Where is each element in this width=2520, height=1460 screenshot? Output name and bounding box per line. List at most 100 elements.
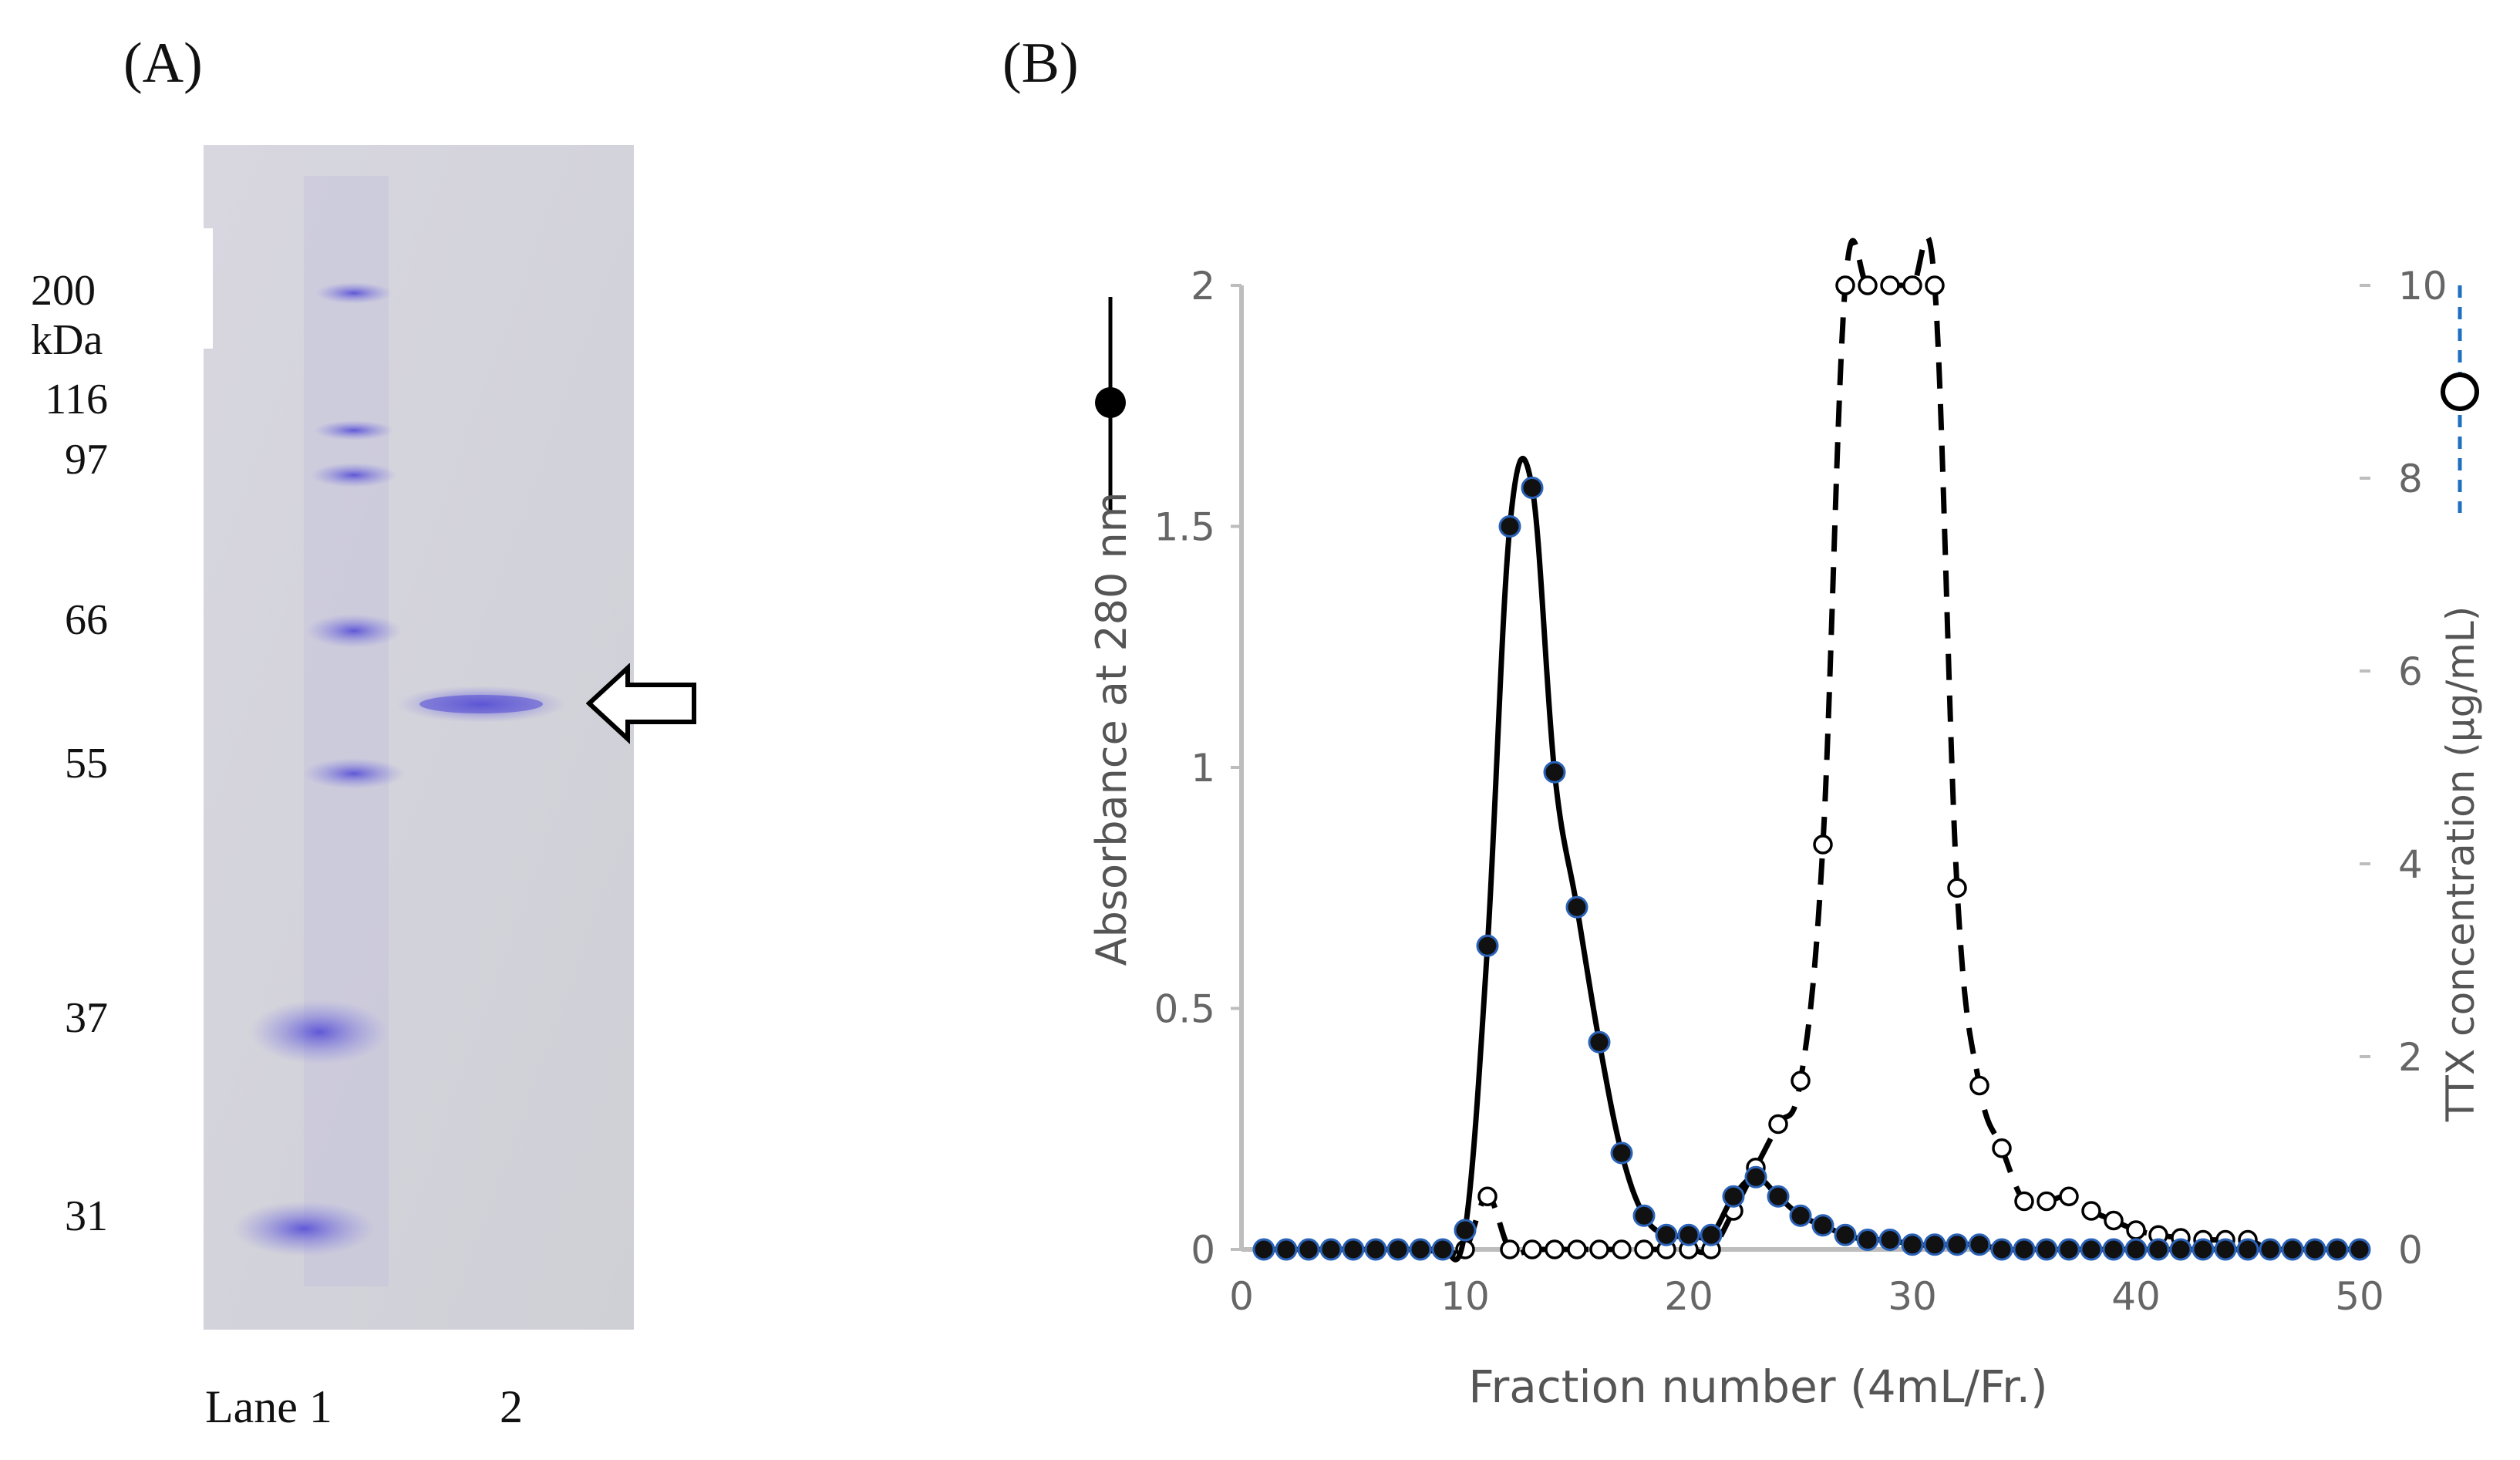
x-axis-label: Fraction number (4mL/Fr.) bbox=[1468, 1361, 2047, 1413]
absorbance-point bbox=[2259, 1238, 2282, 1261]
absorbance-point bbox=[2147, 1238, 2170, 1261]
x-tick-label: 30 bbox=[1888, 1274, 1937, 1319]
ttx-point bbox=[2104, 1210, 2124, 1231]
ttx-point bbox=[1500, 1239, 1520, 1259]
absorbance-point bbox=[1521, 477, 1544, 499]
absorbance-line bbox=[1263, 455, 2360, 1263]
ttx-point bbox=[1969, 1075, 1989, 1096]
ttx-point bbox=[1947, 878, 1967, 898]
x-tick-label: 40 bbox=[2111, 1274, 2161, 1319]
ttx-point bbox=[1634, 1239, 1654, 1259]
absorbance-point bbox=[1878, 1229, 1902, 1251]
ttx-point bbox=[1545, 1239, 1565, 1259]
absorbance-point bbox=[2102, 1238, 2125, 1261]
absorbance-point bbox=[1744, 1165, 1767, 1189]
sample-band bbox=[396, 686, 566, 723]
ttx-point bbox=[1612, 1239, 1632, 1259]
band-116 bbox=[314, 420, 394, 440]
absorbance-point bbox=[2124, 1238, 2148, 1261]
absorbance-point bbox=[1588, 1030, 1611, 1054]
absorbance-point bbox=[1811, 1214, 1834, 1237]
y2-tick-label: 0 bbox=[2398, 1228, 2423, 1273]
panel-a-label: (A) bbox=[123, 32, 203, 95]
band-31 bbox=[233, 1201, 375, 1256]
absorbance-point bbox=[1476, 934, 1499, 957]
ttx-point bbox=[1835, 275, 1855, 295]
absorbance-point bbox=[2169, 1238, 2192, 1261]
mw-label-31: 31 bbox=[65, 1192, 108, 1240]
absorbance-point bbox=[2214, 1238, 2237, 1261]
band-97 bbox=[311, 463, 397, 487]
absorbance-point bbox=[1364, 1238, 1387, 1261]
y-tick-label: 2 bbox=[1191, 264, 1215, 309]
absorbance-point bbox=[1252, 1238, 1275, 1261]
absorbance-point bbox=[1565, 895, 1588, 919]
absorbance-point bbox=[2013, 1238, 2036, 1261]
x-tick-label: 20 bbox=[1664, 1274, 1713, 1319]
absorbance-point bbox=[1319, 1238, 1343, 1261]
ttx-point bbox=[1858, 275, 1878, 295]
absorbance-point bbox=[1789, 1204, 1812, 1227]
absorbance-point bbox=[2192, 1238, 2215, 1261]
absorbance-point bbox=[1655, 1223, 1678, 1246]
legend-absorbance-marker bbox=[1095, 387, 1126, 418]
absorbance-point bbox=[1297, 1238, 1320, 1261]
mw-label-55: 55 bbox=[65, 740, 108, 787]
y2-axis-label: TTX concentration (μg/mL) bbox=[2438, 606, 2483, 1123]
ttx-point bbox=[1477, 1186, 1498, 1206]
band-55 bbox=[303, 758, 405, 789]
ttx-point bbox=[1902, 275, 1922, 295]
panel-b-label: (B) bbox=[1002, 32, 1079, 95]
absorbance-point bbox=[1498, 515, 1521, 538]
band-200 bbox=[315, 282, 392, 304]
absorbance-point bbox=[2326, 1238, 2349, 1261]
absorbance-point bbox=[1700, 1223, 1723, 1246]
absorbance-point bbox=[1946, 1233, 1969, 1256]
absorbance-point bbox=[1968, 1233, 1991, 1256]
y-tick-label: 0.5 bbox=[1154, 987, 1215, 1032]
absorbance-point bbox=[1990, 1238, 2013, 1261]
absorbance-point bbox=[2080, 1238, 2103, 1261]
lane-label-2: 2 bbox=[500, 1381, 523, 1432]
ttx-point bbox=[1768, 1114, 1788, 1135]
legend-ttx-marker bbox=[2441, 373, 2479, 411]
chart-container: 0 10 20 30 40 50 0 0.5 1 1.5 2 0 2 4 6 8 10 Fraction num… bbox=[1018, 193, 2520, 1456]
absorbance-point bbox=[1543, 760, 1566, 784]
absorbance-point bbox=[1856, 1229, 1879, 1251]
absorbance-point bbox=[1342, 1238, 1365, 1261]
y-tick-label: 1.5 bbox=[1154, 505, 1215, 550]
ttx-point bbox=[1992, 1138, 2012, 1158]
gel-svg bbox=[204, 145, 634, 1330]
absorbance-point bbox=[1386, 1238, 1410, 1261]
ttx-point bbox=[1813, 835, 1833, 855]
absorbance-point bbox=[2236, 1238, 2259, 1261]
ttx-point bbox=[1925, 275, 1945, 295]
y2-tick-label: 2 bbox=[2398, 1035, 2423, 1080]
ttx-point bbox=[1880, 275, 1900, 295]
mw-label-200: 200 kDa bbox=[31, 267, 103, 364]
absorbance-point bbox=[1275, 1238, 1298, 1261]
absorbance-point bbox=[1409, 1238, 1432, 1261]
absorbance-point bbox=[2057, 1238, 2080, 1261]
x-tick-label: 0 bbox=[1229, 1274, 1254, 1319]
absorbance-point bbox=[2281, 1238, 2304, 1261]
absorbance-point bbox=[2303, 1238, 2326, 1261]
ttx-point bbox=[2014, 1191, 2034, 1212]
absorbance-point bbox=[2035, 1238, 2058, 1261]
mw-label-37: 37 bbox=[65, 994, 108, 1042]
absorbance-point bbox=[1610, 1141, 1633, 1165]
absorbance-point bbox=[1431, 1238, 1454, 1261]
absorbance-point bbox=[1454, 1219, 1477, 1242]
band-arrow-icon bbox=[586, 663, 696, 744]
absorbance-point bbox=[1901, 1233, 1924, 1256]
y2-tick-label: 4 bbox=[2398, 842, 2423, 887]
x-tick-label: 50 bbox=[2335, 1274, 2384, 1319]
absorbance-point bbox=[1677, 1223, 1700, 1246]
absorbance-point bbox=[2348, 1238, 2371, 1261]
ttx-point bbox=[2081, 1201, 2101, 1221]
mw-label-97: 97 bbox=[65, 436, 108, 484]
band-37 bbox=[250, 1000, 389, 1064]
ttx-point bbox=[2126, 1220, 2146, 1240]
ttx-point bbox=[1567, 1239, 1587, 1259]
